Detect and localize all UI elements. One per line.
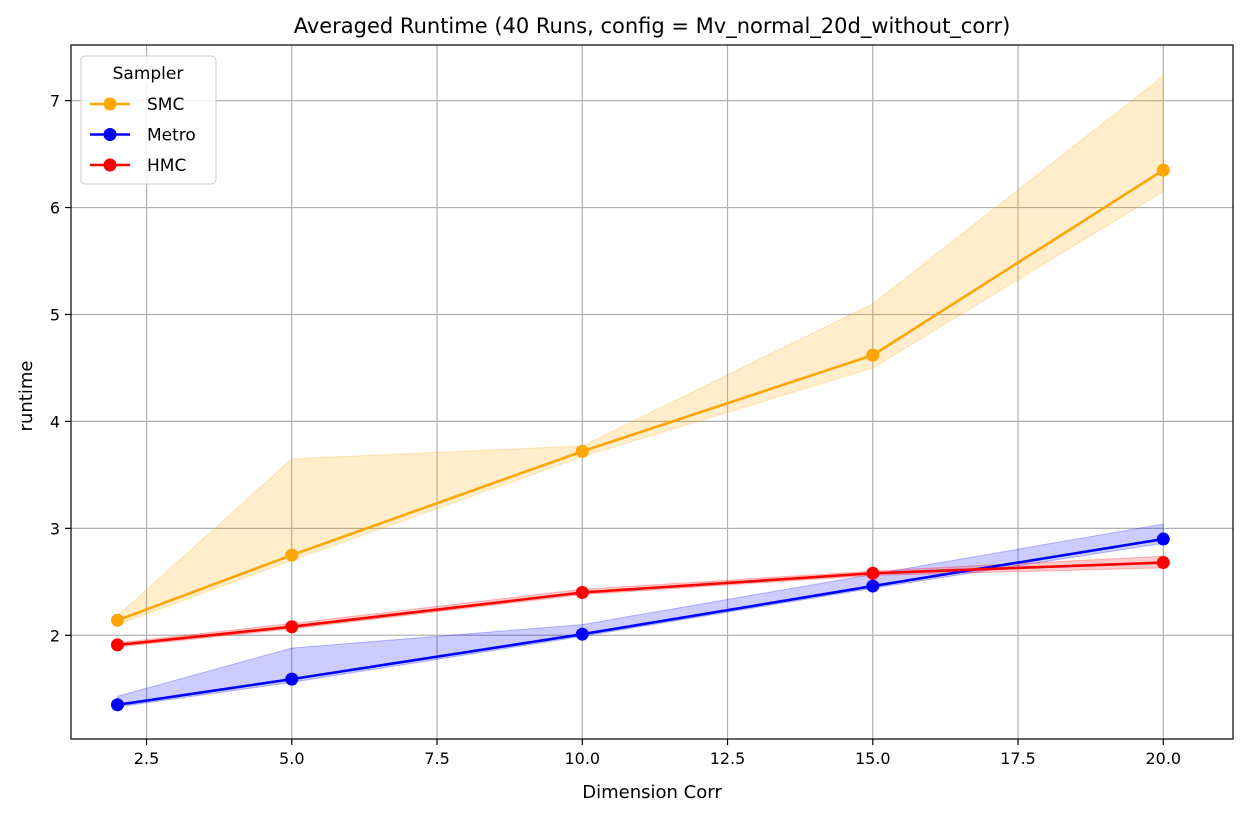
point-hmc (1156, 556, 1170, 570)
x-tick-label: 10.0 (564, 749, 600, 768)
point-hmc (866, 566, 880, 580)
legend: Sampler SMC Metro HMC (80, 55, 217, 185)
chart-title: Averaged Runtime (40 Runs, config = Mv_n… (294, 14, 1011, 39)
legend-label-metro: Metro (147, 126, 196, 146)
legend-label-hmc: HMC (147, 156, 186, 176)
band-smc (116, 74, 1164, 626)
x-tick-label: 20.0 (1145, 749, 1181, 768)
y-tick-label: 6 (50, 199, 60, 218)
x-tick-label: 15.0 (855, 749, 891, 768)
point-hmc (575, 586, 589, 600)
legend-marker-hmc (103, 158, 117, 172)
y-tick-label: 7 (50, 92, 60, 111)
x-axis-ticks: 2.5 5.0 7.5 10.0 12.5 15.0 17.5 20.0 (134, 739, 1181, 768)
x-axis-label: Dimension Corr (582, 782, 722, 803)
y-tick-label: 4 (50, 412, 60, 431)
x-tick-label: 17.5 (1000, 749, 1036, 768)
x-tick-label: 5.0 (279, 749, 304, 768)
point-hmc (110, 638, 124, 652)
plot-frame (70, 44, 1234, 740)
point-metro (866, 579, 880, 593)
grid-lines (71, 45, 1233, 739)
y-axis-label: runtime (16, 361, 37, 432)
legend-marker-metro (103, 128, 117, 141)
x-tick-label: 2.5 (134, 749, 159, 768)
legend-title: Sampler (113, 64, 184, 84)
x-tick-label: 7.5 (424, 749, 449, 768)
point-smc (575, 444, 589, 458)
legend-box (80, 55, 217, 185)
point-metro (1156, 532, 1170, 546)
point-smc (1156, 163, 1170, 177)
legend-entries: SMC Metro HMC (90, 95, 196, 176)
y-axis-ticks: 2 3 4 5 6 7 (50, 92, 71, 645)
legend-label-smc: SMC (147, 95, 184, 115)
legend-marker-smc (103, 97, 117, 111)
y-tick-label: 5 (50, 305, 60, 324)
point-hmc (285, 620, 299, 634)
point-metro (110, 698, 124, 712)
series-points (110, 163, 1170, 712)
x-tick-label: 12.5 (710, 749, 746, 768)
y-tick-label: 2 (50, 626, 60, 645)
point-smc (285, 548, 299, 562)
y-tick-label: 3 (50, 519, 60, 538)
point-metro (285, 672, 299, 686)
point-metro (575, 627, 589, 641)
point-smc (866, 348, 880, 362)
point-smc (110, 613, 124, 627)
